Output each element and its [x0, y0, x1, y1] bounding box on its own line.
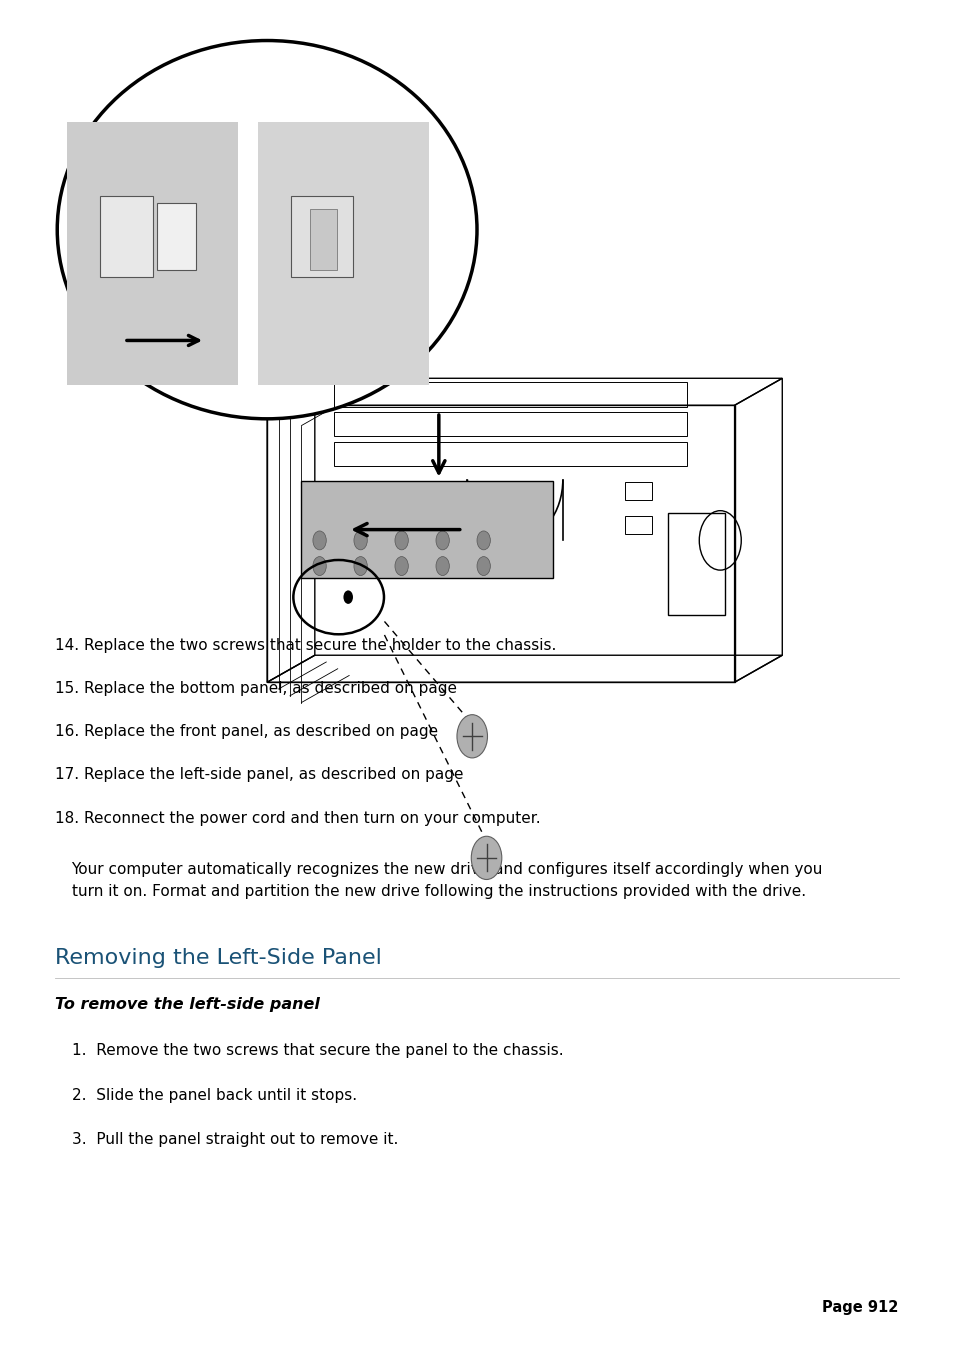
Text: 15. Replace the bottom panel, as described on page: 15. Replace the bottom panel, as describ… — [55, 681, 461, 696]
Circle shape — [476, 557, 490, 576]
Bar — [624, 482, 651, 500]
Text: Your computer automatically recognizes the new drive and configures itself accor: Your computer automatically recognizes t… — [71, 862, 822, 898]
Bar — [300, 481, 553, 578]
Text: To remove the left-side panel: To remove the left-side panel — [55, 997, 320, 1012]
Circle shape — [436, 557, 449, 576]
Text: Removing the Left-Side Panel: Removing the Left-Side Panel — [55, 948, 382, 969]
Text: Page 912: Page 912 — [821, 1300, 898, 1315]
Bar — [100, 196, 152, 277]
Text: 2.  Slide the panel back until it stops.: 2. Slide the panel back until it stops. — [71, 1088, 356, 1102]
Text: 3.  Pull the panel straight out to remove it.: 3. Pull the panel straight out to remove… — [71, 1132, 397, 1147]
Circle shape — [354, 531, 367, 550]
Text: 17. Replace the left-side panel, as described on page: 17. Replace the left-side panel, as desc… — [55, 767, 468, 782]
Circle shape — [313, 557, 326, 576]
Circle shape — [343, 590, 353, 604]
Bar — [291, 196, 353, 277]
Text: 16. Replace the front panel, as described on page: 16. Replace the front panel, as describe… — [55, 724, 443, 739]
Circle shape — [354, 557, 367, 576]
Text: 1.  Remove the two screws that secure the panel to the chassis.: 1. Remove the two screws that secure the… — [71, 1043, 562, 1058]
Circle shape — [471, 836, 501, 880]
Circle shape — [395, 531, 408, 550]
Circle shape — [436, 531, 449, 550]
Bar — [157, 203, 195, 270]
Bar — [624, 516, 651, 534]
Text: 18. Reconnect the power cord and then turn on your computer.: 18. Reconnect the power cord and then tu… — [55, 811, 540, 825]
Bar — [257, 122, 429, 385]
Bar — [667, 513, 724, 615]
Circle shape — [456, 715, 487, 758]
Bar — [310, 209, 336, 270]
Bar — [67, 122, 238, 385]
Text: 14. Replace the two screws that secure the holder to the chassis.: 14. Replace the two screws that secure t… — [55, 638, 557, 653]
Circle shape — [476, 531, 490, 550]
Circle shape — [313, 531, 326, 550]
Circle shape — [395, 557, 408, 576]
Ellipse shape — [57, 41, 476, 419]
